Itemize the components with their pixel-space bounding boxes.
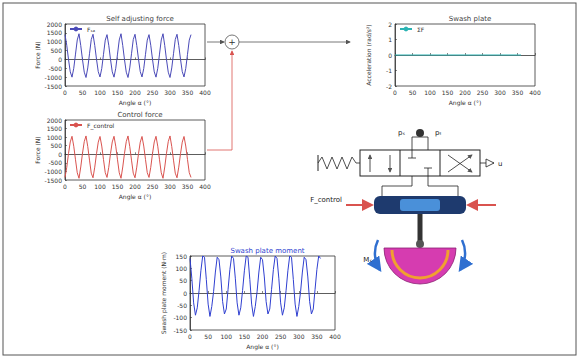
svg-text:Angle α (°): Angle α (°) [246, 343, 279, 351]
svg-text:0: 0 [63, 183, 67, 190]
svg-text:Swash plate: Swash plate [449, 15, 492, 23]
svg-text:0: 0 [183, 290, 187, 297]
svg-text:300: 300 [164, 89, 176, 96]
svg-text:1500: 1500 [47, 125, 62, 132]
svg-text:250: 250 [477, 89, 489, 96]
svg-text:-2: -2 [386, 83, 392, 90]
svg-text:F_control: F_control [87, 122, 115, 130]
svg-text:2: 2 [388, 21, 392, 28]
svg-text:50: 50 [79, 183, 87, 190]
svg-text:2000: 2000 [47, 117, 62, 124]
svg-text:-1000: -1000 [45, 168, 63, 175]
svg-text:Force (N): Force (N) [34, 136, 41, 163]
svg-text:200: 200 [129, 89, 141, 96]
svg-text:50: 50 [409, 89, 417, 96]
svg-text:0: 0 [58, 56, 62, 63]
svg-text:Acceleration (rad/s²): Acceleration (rad/s²) [365, 24, 372, 85]
svg-text:-50: -50 [177, 302, 187, 309]
svg-text:2000: 2000 [47, 21, 62, 28]
svg-text:Control force: Control force [117, 111, 162, 119]
svg-text:Swash plate moment: Swash plate moment [230, 247, 304, 255]
svg-text:50: 50 [79, 89, 87, 96]
svg-text:-1000: -1000 [45, 74, 63, 81]
svg-text:Self adjusting force: Self adjusting force [106, 15, 174, 23]
svg-text:150: 150 [442, 89, 454, 96]
svg-text:100: 100 [424, 89, 436, 96]
svg-text:-500: -500 [48, 65, 62, 72]
svg-text:50: 50 [179, 277, 187, 284]
svg-text:200: 200 [257, 333, 269, 340]
svg-text:100: 100 [94, 89, 106, 96]
svg-text:Angle α (°): Angle α (°) [449, 99, 482, 107]
svg-text:ΣF: ΣF [417, 26, 425, 33]
svg-text:0: 0 [58, 151, 62, 158]
svg-text:pₛ: pₛ [398, 129, 405, 137]
svg-text:350: 350 [182, 89, 194, 96]
svg-text:150: 150 [176, 253, 188, 260]
svg-text:350: 350 [311, 333, 323, 340]
svg-text:F_control: F_control [310, 196, 342, 204]
svg-text:100: 100 [176, 265, 188, 272]
svg-text:+: + [228, 37, 236, 47]
svg-text:400: 400 [529, 89, 541, 96]
svg-text:350: 350 [182, 183, 194, 190]
svg-text:1000: 1000 [47, 134, 62, 141]
svg-text:0: 0 [388, 52, 392, 59]
svg-text:u: u [498, 160, 502, 168]
svg-text:150: 150 [239, 333, 251, 340]
svg-text:-1500: -1500 [45, 83, 63, 90]
svg-text:1500: 1500 [47, 29, 62, 36]
svg-text:Mₛ: Mₛ [363, 256, 372, 264]
svg-text:Angle α (°): Angle α (°) [119, 193, 152, 201]
svg-text:0: 0 [63, 89, 67, 96]
svg-text:300: 300 [293, 333, 305, 340]
svg-text:-1500: -1500 [45, 177, 63, 184]
svg-text:Angle α (°): Angle α (°) [119, 99, 152, 107]
svg-text:300: 300 [164, 183, 176, 190]
svg-text:150: 150 [112, 89, 124, 96]
svg-text:400: 400 [199, 183, 211, 190]
svg-text:150: 150 [112, 183, 124, 190]
svg-text:1000: 1000 [47, 38, 62, 45]
svg-text:400: 400 [199, 89, 211, 96]
svg-text:100: 100 [94, 183, 106, 190]
svg-text:-100: -100 [173, 314, 187, 321]
svg-text:350: 350 [512, 89, 524, 96]
svg-text:250: 250 [275, 333, 287, 340]
svg-text:500: 500 [51, 47, 63, 54]
svg-text:200: 200 [459, 89, 471, 96]
svg-text:100: 100 [221, 333, 233, 340]
svg-text:0: 0 [188, 333, 192, 340]
svg-text:-150: -150 [173, 327, 187, 334]
svg-text:400: 400 [329, 333, 341, 340]
svg-text:Force (N): Force (N) [34, 41, 41, 68]
svg-text:50: 50 [204, 333, 212, 340]
svg-text:1: 1 [388, 36, 392, 43]
svg-text:200: 200 [129, 183, 141, 190]
svg-text:0: 0 [393, 89, 397, 96]
svg-text:250: 250 [147, 89, 159, 96]
svg-text:500: 500 [51, 142, 63, 149]
svg-text:pₜ: pₜ [435, 129, 442, 137]
svg-text:Swash plate moment (N·m): Swash plate moment (N·m) [160, 252, 168, 334]
svg-text:300: 300 [494, 89, 506, 96]
svg-text:-500: -500 [48, 159, 62, 166]
svg-text:-1: -1 [386, 67, 392, 74]
svg-text:250: 250 [147, 183, 159, 190]
svg-text:Fₛₐ: Fₛₐ [87, 26, 95, 33]
